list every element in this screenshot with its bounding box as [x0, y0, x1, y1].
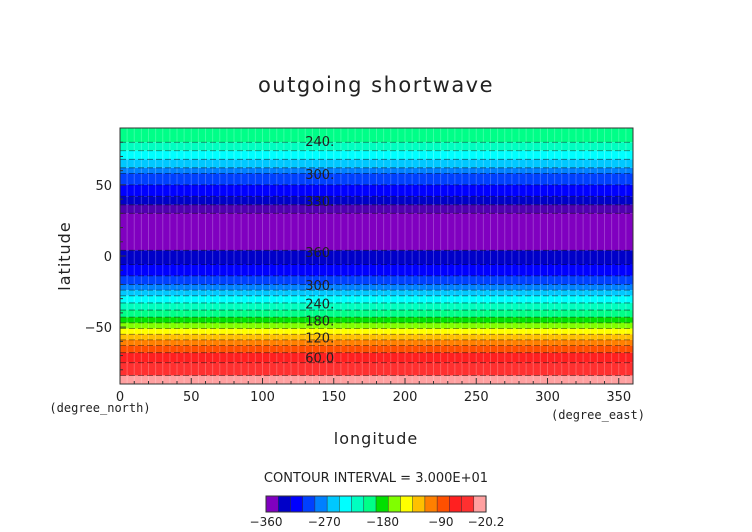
colorbar-swatch [375, 495, 389, 513]
heatmap-band-7 [120, 196, 633, 205]
heatmap-band-0 [120, 128, 633, 143]
heatmap-band-4 [120, 167, 633, 174]
y-axis-unit: (degree_north) [49, 401, 150, 415]
colorbar-swatch [339, 495, 353, 513]
colorbar-swatch [326, 495, 340, 513]
colorbar-swatch [277, 495, 291, 513]
x-tick-label: 0 [116, 390, 124, 405]
colorbar-swatch [473, 495, 487, 513]
colorbar-tick-label: −180 [366, 515, 399, 529]
heatmap-band-21 [120, 334, 633, 340]
y-axis-ticks: 50 0 −50 [85, 141, 126, 371]
colorbar-swatch [412, 495, 426, 513]
heatmap-band-20 [120, 328, 633, 335]
x-tick-label: 100 [250, 390, 275, 405]
colorbar-tick-label: −20.2 [468, 515, 505, 529]
x-tick-label: 350 [606, 390, 631, 405]
contour-label: 360 [305, 246, 330, 261]
heatmap-band-8 [120, 204, 633, 214]
colorbar-swatch [265, 495, 279, 513]
colorbar-swatch [302, 495, 316, 513]
heatmap-band-14 [120, 290, 633, 296]
y-tick-label: 50 [95, 179, 112, 194]
x-axis-unit: (degree_east) [551, 408, 645, 422]
colorbar-swatch [351, 495, 365, 513]
heatmap-band-11 [120, 264, 633, 276]
x-tick-label: 50 [183, 390, 200, 405]
chart-title: outgoing shortwave [258, 73, 494, 97]
contour-label: 180. [305, 314, 334, 329]
heatmap-band-1 [120, 142, 633, 151]
colorbar-swatch [436, 495, 450, 513]
heatmap-band-19 [120, 322, 633, 329]
y-axis-label: latitude [55, 221, 74, 290]
heatmap-band-13 [120, 284, 633, 291]
heatmap-band-3 [120, 159, 633, 168]
contour-label: 300. [305, 168, 334, 183]
heatmap-band-16 [120, 302, 633, 311]
heatmap-band-17 [120, 310, 633, 318]
heatmap-band-15 [120, 295, 633, 303]
heatmap-band-2 [120, 150, 633, 160]
x-tick-label: 300 [535, 390, 560, 405]
heatmap-band-5 [120, 173, 633, 185]
x-axis-ticks: 0 50 100 150 200 250 300 350 [116, 378, 631, 405]
heatmap-band-10 [120, 250, 633, 265]
colorbar-swatch [449, 495, 463, 513]
heatmap-band-18 [120, 317, 633, 323]
heatmap-band-23 [120, 345, 633, 353]
colorbar-swatch [400, 495, 414, 513]
colorbar-swatch [314, 495, 328, 513]
x-axis-label: longitude [334, 429, 418, 448]
contour-label: 240. [305, 297, 334, 312]
colorbar-swatch [363, 495, 377, 513]
contour-label: 120. [305, 331, 334, 346]
contour-label: 60.0 [305, 351, 334, 366]
heatmap-band-22 [120, 339, 633, 346]
y-tick-label: −50 [85, 321, 112, 336]
contour-label: 240. [305, 135, 334, 150]
heatmap-band-12 [120, 275, 633, 285]
longitude-grid-lines [126, 128, 627, 384]
colorbar [265, 495, 487, 513]
contour-label: 300. [305, 279, 334, 294]
contour-labels: 240. 300. 330. 360 300. 240. 180. 120. 60.0 [305, 135, 334, 366]
x-tick-label: 250 [464, 390, 489, 405]
contour-label: 330. [305, 195, 334, 210]
y-tick-label: 0 [104, 250, 112, 265]
colorbar-frame [265, 495, 487, 513]
colorbar-tick-label: −360 [250, 515, 283, 529]
colorbar-swatch [424, 495, 438, 513]
heatmap-band-26 [120, 375, 633, 384]
heatmap-band-6 [120, 184, 633, 197]
colorbar-tick-label: −90 [428, 515, 453, 529]
colorbar-swatch [461, 495, 475, 513]
contour-lines [120, 141, 633, 376]
heatmap-band-25 [120, 362, 633, 376]
colorbar-swatch [290, 495, 304, 513]
colorbar-labels: −360 −270 −180 −90 −20.2 [250, 515, 505, 529]
colorbar-swatch [387, 495, 401, 513]
heatmap-bands [120, 128, 633, 384]
x-tick-label: 150 [321, 390, 346, 405]
heatmap-band-9 [120, 213, 633, 251]
heatmap-band-24 [120, 352, 633, 363]
x-tick-label: 200 [393, 390, 418, 405]
colorbar-tick-label: −270 [308, 515, 341, 529]
contour-interval-text: CONTOUR INTERVAL = 3.000E+01 [264, 471, 488, 486]
